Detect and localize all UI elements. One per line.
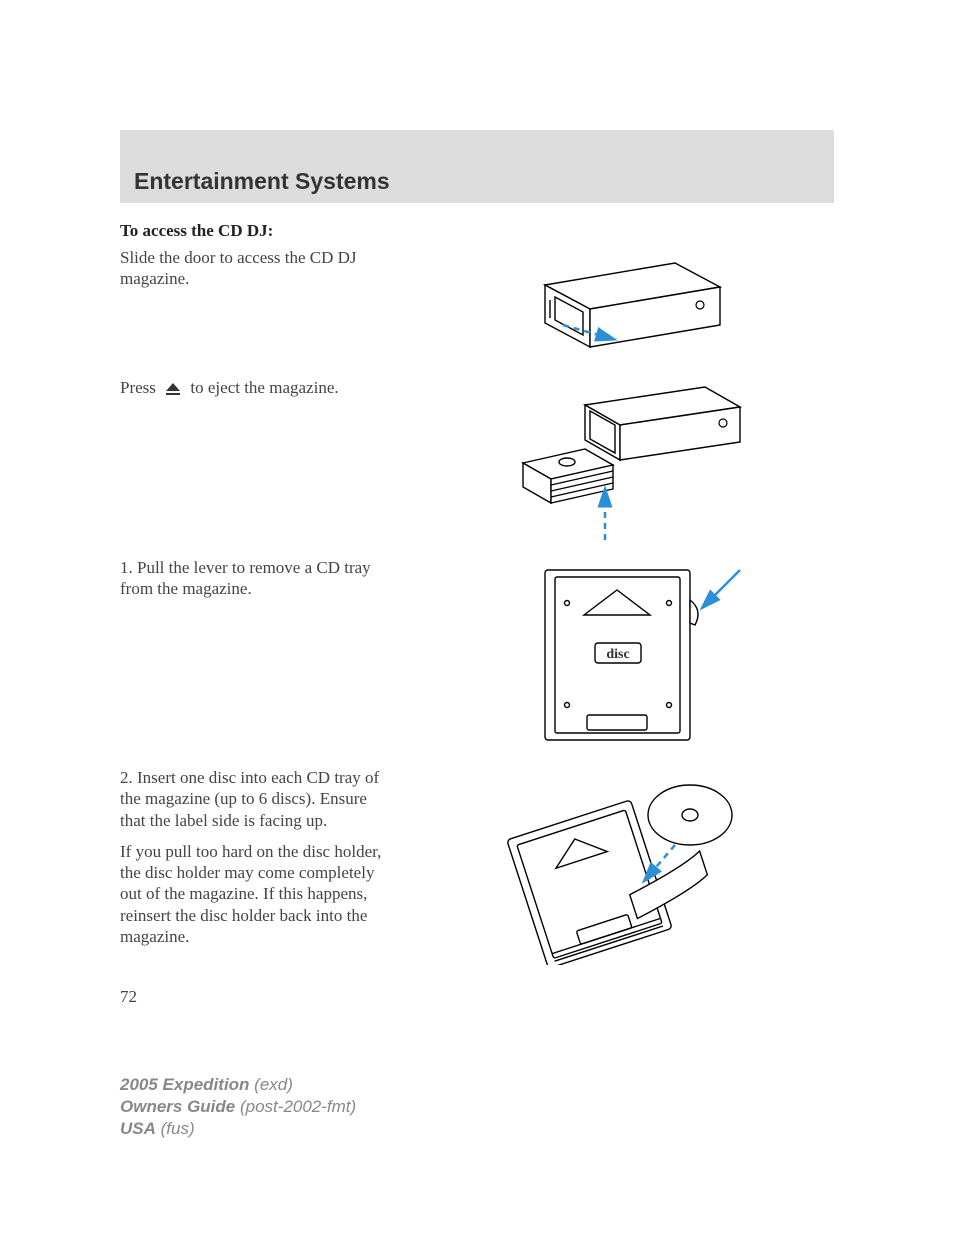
- intro-text: Slide the door to access the CD DJ magaz…: [120, 247, 395, 290]
- step1-text: 1. Pull the lever to remove a CD tray fr…: [120, 557, 395, 600]
- step-eject-row: Press to eject the magazine.: [120, 375, 834, 545]
- eject-text: Press to eject the magazine.: [120, 377, 395, 398]
- footer-line2: Owners Guide (post-2002-fmt): [120, 1096, 356, 1118]
- footer-l3-ital: (fus): [161, 1119, 195, 1138]
- footer-l1-bold: 2005 Expedition: [120, 1075, 249, 1094]
- diagram-eject: [415, 375, 834, 545]
- footer-line3: USA (fus): [120, 1118, 356, 1140]
- press-after: to eject the magazine.: [190, 378, 338, 397]
- section-header: Entertainment Systems: [120, 130, 834, 203]
- footer: 2005 Expedition (exd) Owners Guide (post…: [120, 1074, 356, 1140]
- footer-l2-bold: Owners Guide: [120, 1097, 235, 1116]
- footer-l2-ital: (post-2002-fmt): [240, 1097, 356, 1116]
- step2-row: 2. Insert one disc into each CD tray of …: [120, 765, 834, 965]
- step-intro-row: Slide the door to access the CD DJ magaz…: [120, 245, 834, 365]
- subsection-heading: To access the CD DJ:: [120, 221, 834, 241]
- footer-l3-bold: USA: [120, 1119, 156, 1138]
- eject-icon: [164, 382, 182, 396]
- step1-row: 1. Pull the lever to remove a CD tray fr…: [120, 555, 834, 755]
- footer-line1: 2005 Expedition (exd): [120, 1074, 356, 1096]
- press-before: Press: [120, 378, 156, 397]
- diagram-magazine: disc: [415, 555, 834, 755]
- disc-label: disc: [606, 647, 629, 662]
- diagram-slide-door: [415, 245, 834, 365]
- page-number: 72: [120, 987, 834, 1007]
- step2-text: 2. Insert one disc into each CD tray of …: [120, 767, 395, 831]
- footer-l1-ital: (exd): [254, 1075, 293, 1094]
- section-title: Entertainment Systems: [134, 168, 820, 195]
- step2-note: If you pull too hard on the disc holder,…: [120, 841, 395, 947]
- diagram-insert-disc: [415, 765, 834, 965]
